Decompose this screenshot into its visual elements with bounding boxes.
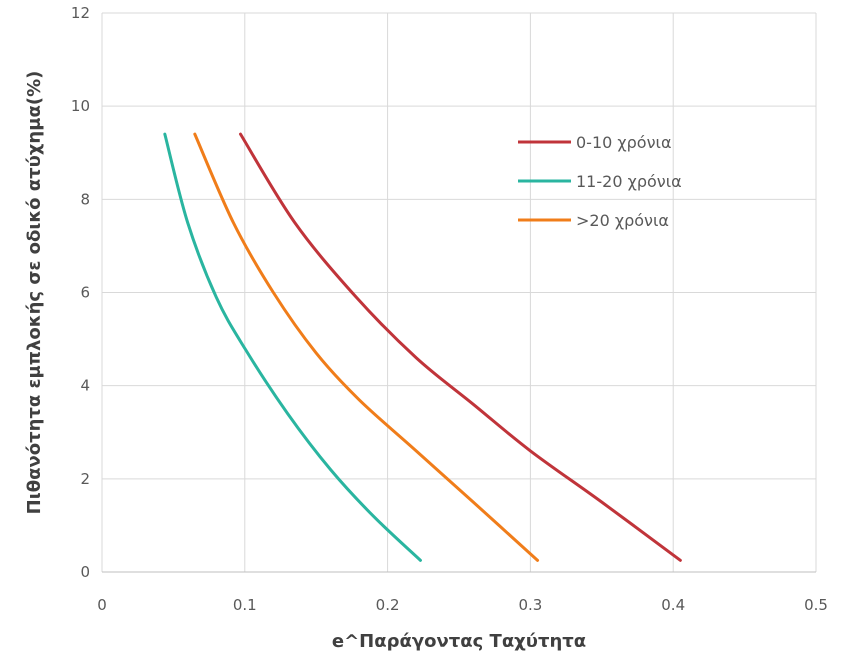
x-tick-label: 0.3 — [518, 596, 542, 614]
series-line-3 — [193, 132, 540, 562]
y-tick-label: 8 — [80, 190, 90, 208]
x-tick-label: 0 — [97, 596, 107, 614]
y-tick-label: 0 — [80, 563, 90, 581]
y-tick-label: 2 — [80, 470, 90, 488]
x-tick-label: 0.2 — [376, 596, 400, 614]
x-tick-label: 0.4 — [661, 596, 685, 614]
legend-label: 0-10 χρόνια — [576, 133, 671, 152]
legend-label: 11-20 χρόνια — [576, 172, 682, 191]
horizontal-gridlines — [102, 12, 816, 480]
legend: 0-10 χρόνια 11-20 χρόνια >20 χρόνια — [518, 133, 682, 230]
y-tick-label: 6 — [80, 284, 90, 302]
y-tick-label: 4 — [80, 377, 90, 395]
y-axis-tick-labels: 0 2 4 6 8 10 12 — [71, 4, 90, 581]
series-lines — [163, 132, 682, 562]
series-line-2 — [163, 132, 422, 562]
y-tick-label: 12 — [71, 4, 90, 22]
y-axis-title: Πιθανότητα εμπλοκής σε οδικό ατύχημα(%) — [24, 71, 45, 515]
y-tick-label: 10 — [71, 97, 90, 115]
legend-label: >20 χρόνια — [576, 211, 669, 230]
x-tick-label: 0.5 — [804, 596, 828, 614]
x-tick-label: 0.1 — [233, 596, 257, 614]
series-line-1 — [239, 132, 682, 562]
x-axis-tick-labels: 0 0.1 0.2 0.3 0.4 0.5 — [97, 596, 828, 614]
x-axis-title: e^Παράγοντας Ταχύτητα — [332, 631, 586, 652]
